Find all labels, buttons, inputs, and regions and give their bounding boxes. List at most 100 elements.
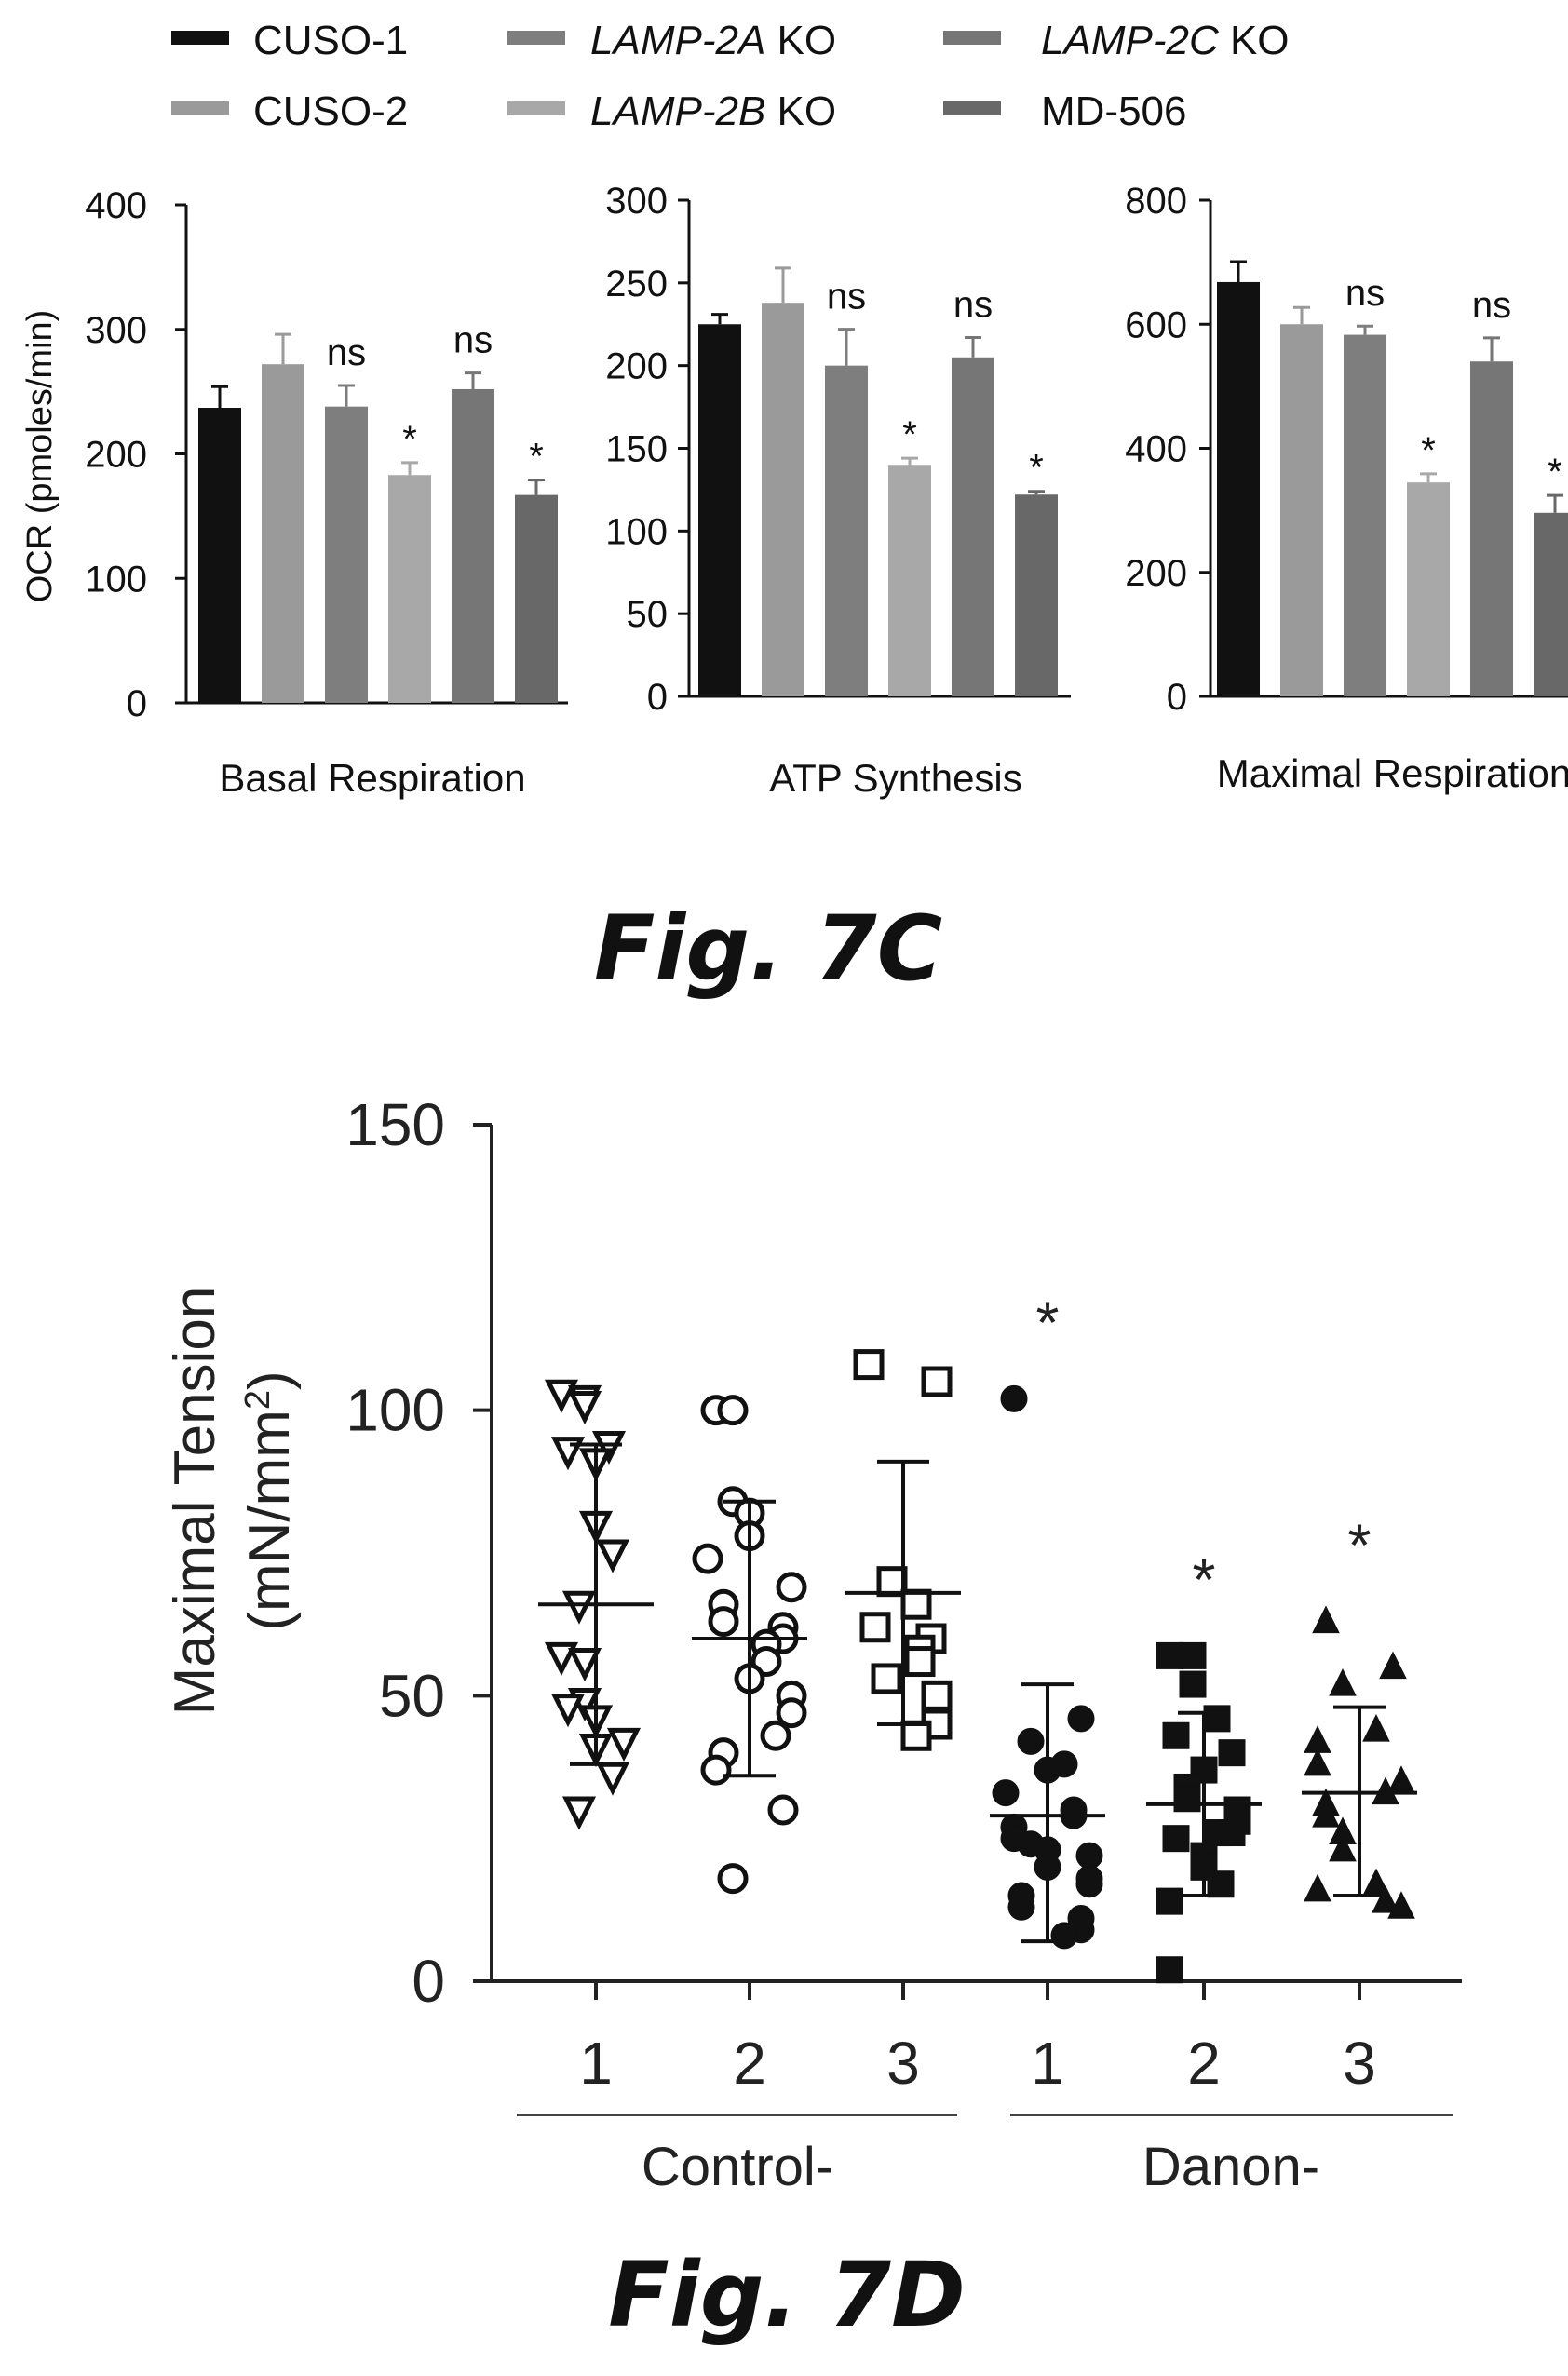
point-control2 — [717, 1863, 749, 1895]
point-danon2 — [1156, 1956, 1183, 1984]
legend-label-md-506: MD-506 — [1041, 88, 1187, 134]
point-danon1 — [1017, 1727, 1045, 1755]
x-tick-label-control1: 1 — [579, 2030, 613, 2097]
legend-swatch-cuso-1 — [171, 31, 229, 45]
legend-swatch-cuso-2 — [171, 101, 229, 115]
point-danon3 — [1329, 1833, 1357, 1862]
chart1-bar-md-506 — [515, 494, 558, 703]
chart1-bar-lamp-2a-ko — [325, 406, 368, 703]
point-danon2 — [1207, 1870, 1235, 1898]
point-danon3 — [1379, 1651, 1407, 1680]
atp-synthesis-chart: 0 50 100 150 200 250 300 ns * ns * ATP Synthesis — [605, 181, 1071, 800]
point-danon3 — [1372, 1885, 1399, 1913]
chart1-x-axis-label: Basal Respiration — [219, 756, 525, 800]
point-danon2 — [1162, 1825, 1190, 1853]
tension-y-axis-label-line1: Maximal Tension — [163, 1287, 227, 1716]
legend-label-cuso-1: CUSO-1 — [253, 18, 408, 63]
chart2-y-tick-label: 150 — [605, 429, 668, 470]
point-control2 — [692, 1543, 723, 1574]
point-control1 — [544, 1641, 579, 1676]
chart2-y-tick-label: 250 — [605, 263, 668, 304]
chart1-bar-lamp-2c-ko — [452, 388, 494, 703]
point-danon1 — [1007, 1893, 1035, 1921]
chart1-annotation-ns: ns — [453, 320, 493, 361]
chart3-y-tick-label: 600 — [1125, 304, 1187, 345]
tension-y-tick-label: 0 — [412, 1948, 445, 2015]
chart1-annotation-star: * — [529, 437, 544, 478]
legend-label-cuso-2: CUSO-2 — [253, 88, 408, 134]
point-control1 — [595, 1539, 630, 1573]
chart1-y-tick-label: 300 — [85, 310, 147, 351]
point-danon2 — [1173, 1785, 1201, 1813]
chart3-annotation-star: * — [1548, 452, 1562, 493]
chart1-y-tick-label: 0 — [127, 683, 147, 724]
chart2-x-axis-label: ATP Synthesis — [769, 756, 1022, 800]
chart3-bar-md-506 — [1534, 512, 1568, 696]
point-danon2 — [1218, 1739, 1246, 1767]
ocr-y-axis-label: OCR (pmoles/min) — [20, 310, 60, 603]
chart2-bar-lamp-2b-ko — [888, 465, 931, 696]
point-control3 — [900, 1720, 932, 1751]
chart2-bar-lamp-2c-ko — [952, 357, 994, 696]
point-control2 — [760, 1720, 791, 1751]
point-control2 — [708, 1606, 739, 1638]
group-labels: Control- Danon- — [517, 2114, 1453, 2197]
legend: CUSO-1 CUSO-2 LAMP-2A KO LAMP-2B KO LAMP… — [171, 18, 1290, 134]
x-tick-label-control2: 2 — [733, 2030, 766, 2097]
x-tick-label-danon1: 1 — [1031, 2030, 1064, 2097]
chart3-bar-lamp-2b-ko — [1407, 482, 1450, 696]
point-control3 — [853, 1349, 885, 1381]
chart3-annotation-ns: ns — [1472, 285, 1511, 326]
point-control3 — [900, 1588, 932, 1620]
point-control2 — [717, 1395, 749, 1426]
chart2-bar-cuso-2 — [762, 303, 804, 696]
chart2-y-tick-label: 200 — [605, 346, 668, 387]
legend-item-md-506: MD-506 — [943, 88, 1187, 134]
chart1-y-tick-label: 400 — [85, 185, 147, 226]
chart1-y-tick-label: 200 — [85, 435, 147, 476]
point-danon1 — [1075, 1842, 1103, 1870]
point-control2 — [776, 1572, 807, 1603]
point-danon2 — [1203, 1705, 1231, 1733]
point-control1 — [561, 1796, 597, 1830]
point-control2 — [776, 1697, 807, 1729]
basal-respiration-chart: 0 100 200 300 400 ns * ns * Basal Respiration — [85, 185, 568, 800]
point-danon1 — [1000, 1384, 1028, 1412]
chart2-annotation-ns: ns — [953, 284, 993, 325]
maximal-respiration-chart: 0 200 400 600 800 ns * ns * Maximal Respiration — [1125, 181, 1568, 795]
chart2-annotation-star: * — [1029, 448, 1044, 489]
chart3-y-tick-label: 0 — [1167, 677, 1187, 718]
legend-swatch-lamp-2a-ko — [507, 31, 565, 45]
chart3-annotation-ns: ns — [1345, 273, 1385, 314]
point-control3 — [859, 1612, 891, 1643]
point-danon2 — [1218, 1819, 1246, 1847]
chart1-bar-cuso-2 — [262, 364, 304, 703]
point-control3 — [904, 1646, 936, 1678]
chart1-annotation-ns: ns — [327, 332, 366, 373]
tension-y-axis-label: Maximal Tension (mN/mm2) — [163, 1287, 302, 1716]
chart1-bar-cuso-1 — [198, 408, 241, 703]
point-danon3 — [1362, 1714, 1390, 1742]
point-danon2 — [1156, 1641, 1183, 1669]
point-danon1 — [1075, 1870, 1103, 1898]
chart3-bar-lamp-2a-ko — [1344, 334, 1386, 696]
legend-swatch-lamp-2b-ko — [507, 101, 565, 115]
x-tick-label-control3: 3 — [886, 2030, 920, 2097]
chart3-bar-cuso-2 — [1280, 324, 1323, 696]
point-danon3 — [1304, 1748, 1331, 1776]
point-control3 — [921, 1680, 953, 1711]
chart2-y-tick-label: 50 — [627, 594, 669, 635]
legend-item-lamp-2b-ko: LAMP-2B KO — [507, 88, 836, 134]
fig-7c-caption: Fig. 7C — [594, 897, 942, 1001]
chart1-y-tick-label: 100 — [85, 559, 147, 600]
chart3-x-axis-label: Maximal Respiration — [1217, 751, 1568, 795]
point-danon3 — [1329, 1667, 1357, 1696]
chart3-annotation-star: * — [1421, 430, 1436, 471]
chart2-y-tick-label: 100 — [605, 511, 668, 552]
legend-label-lamp-2c-ko: LAMP-2C KO — [1041, 18, 1290, 63]
tension-y-axis-label-line2: (mN/mm2) — [237, 1370, 302, 1630]
tension-y-tick-label: 150 — [345, 1091, 445, 1158]
maximal-tension-chart: 0 50 100 150 1 2 3 1 * 2 * 3 * — [345, 1091, 1462, 2097]
point-danon3 — [1312, 1605, 1340, 1634]
